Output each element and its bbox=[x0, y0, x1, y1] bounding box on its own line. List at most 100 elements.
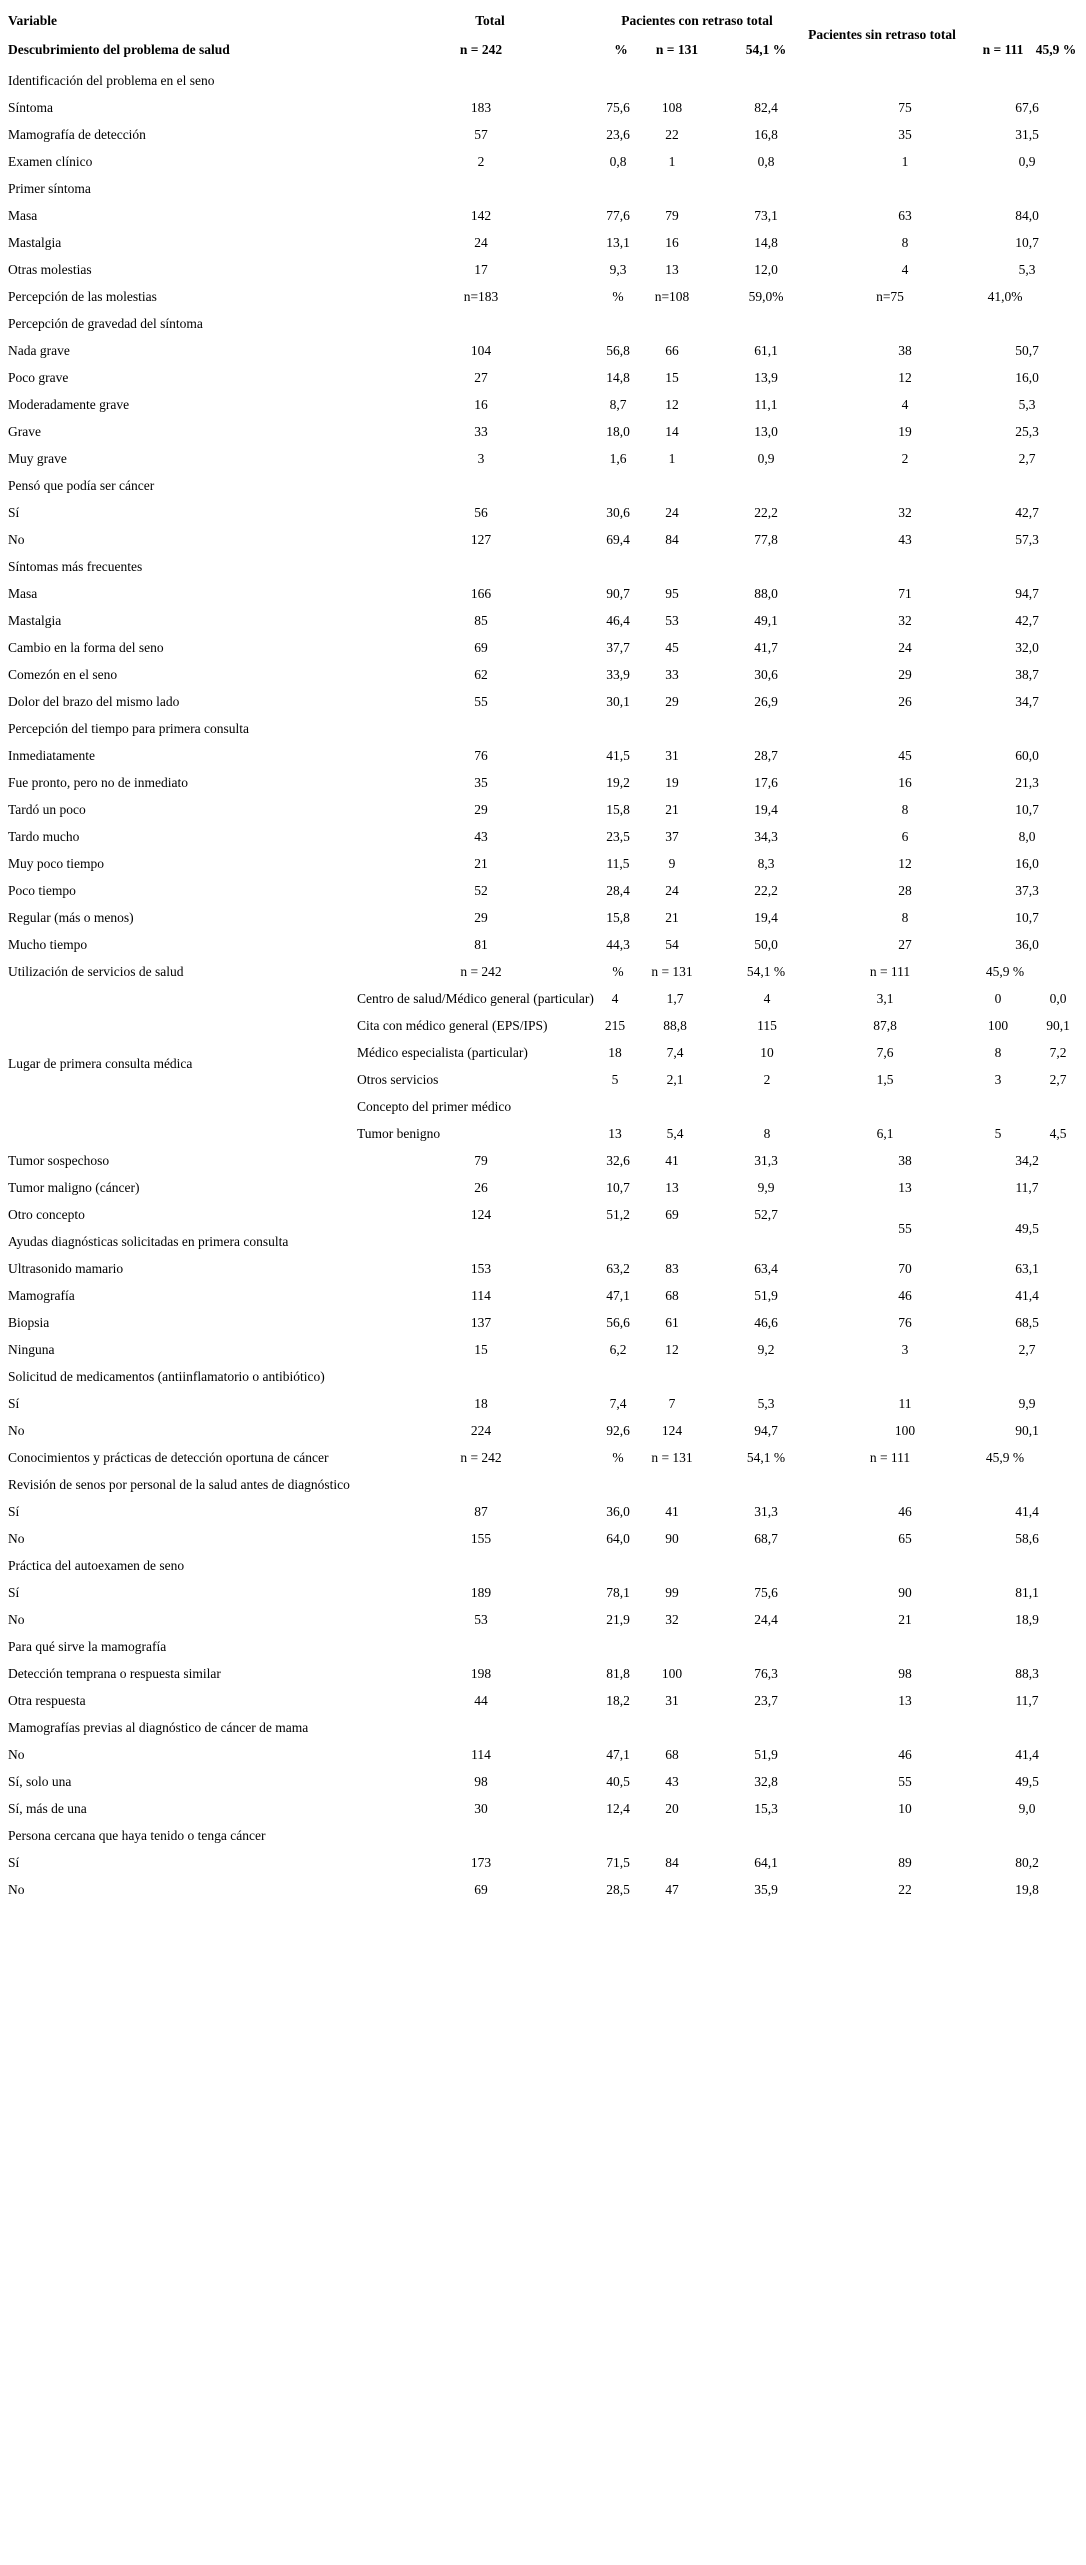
row-value: 99 bbox=[665, 1585, 679, 1600]
sub-row-value: 4 bbox=[763, 991, 771, 1006]
sub-row-value: 100 bbox=[987, 1018, 1009, 1033]
row-value: 67,6 bbox=[1015, 100, 1039, 115]
row-value: 54,1 % bbox=[746, 1450, 786, 1465]
row-value: 88,0 bbox=[754, 586, 778, 601]
header-pct-sin-retraso: 45,9 % bbox=[1035, 42, 1077, 57]
row-value: 10 bbox=[898, 1801, 912, 1816]
row-value: 44 bbox=[474, 1693, 488, 1708]
section-label: Primer síntoma bbox=[8, 181, 91, 196]
row-value: 13,1 bbox=[606, 235, 630, 250]
row-value: 9,2 bbox=[757, 1342, 775, 1357]
row-value: 46,4 bbox=[606, 613, 630, 628]
row-value: 6,2 bbox=[609, 1342, 627, 1357]
row-value: 137 bbox=[470, 1315, 492, 1330]
row-value: 183 bbox=[470, 100, 492, 115]
row-value: 75,6 bbox=[754, 1585, 778, 1600]
row-value: 56,6 bbox=[606, 1315, 630, 1330]
row-value: 44,3 bbox=[606, 937, 630, 952]
row-value: 33 bbox=[665, 667, 679, 682]
row-label: Sí bbox=[8, 1504, 20, 1519]
row-value: 21,3 bbox=[1015, 775, 1039, 790]
row-value: 38,7 bbox=[1015, 667, 1039, 682]
row-value: 76 bbox=[898, 1315, 912, 1330]
row-label: Utilización de servicios de salud bbox=[8, 964, 184, 979]
row-value: 13,9 bbox=[754, 370, 778, 385]
row-value: 28,5 bbox=[606, 1882, 630, 1897]
row-value: 4 bbox=[901, 397, 909, 412]
row-value: 90 bbox=[665, 1531, 679, 1546]
row-value: 32 bbox=[898, 505, 912, 520]
row-label: Mastalgia bbox=[8, 235, 62, 250]
row-value: 92,6 bbox=[606, 1423, 630, 1438]
row-value: 55 bbox=[474, 694, 488, 709]
row-value: 45 bbox=[665, 640, 679, 655]
row-value: 49,5 bbox=[1015, 1774, 1039, 1789]
row-value: 81,1 bbox=[1015, 1585, 1039, 1600]
row-value: 153 bbox=[470, 1261, 492, 1276]
row-value: 84 bbox=[665, 532, 679, 547]
row-value: 8 bbox=[901, 235, 909, 250]
row-value: 83 bbox=[665, 1261, 679, 1276]
row-value: 28,7 bbox=[754, 748, 778, 763]
sub-row-label: Cita con médico general (EPS/IPS) bbox=[357, 1018, 548, 1033]
row-value: n=75 bbox=[876, 289, 904, 304]
row-label: No bbox=[8, 532, 25, 547]
row-value: 16,0 bbox=[1015, 370, 1039, 385]
row-value: 41,4 bbox=[1015, 1747, 1039, 1762]
row-value: n=108 bbox=[654, 289, 690, 304]
row-value: n = 111 bbox=[869, 964, 911, 979]
row-label: Masa bbox=[8, 586, 38, 601]
sub-row-value: 88,8 bbox=[663, 1018, 687, 1033]
section-label: Solicitud de medicamentos (antiinflamato… bbox=[8, 1369, 325, 1384]
row-value: 43 bbox=[898, 532, 912, 547]
row-value: 108 bbox=[661, 100, 683, 115]
row-value: 114 bbox=[471, 1288, 491, 1303]
row-value: 13 bbox=[665, 262, 679, 277]
row-label: Sí, solo una bbox=[8, 1774, 72, 1789]
row-value: 54,1 % bbox=[746, 964, 786, 979]
row-value: 42,7 bbox=[1015, 505, 1039, 520]
row-value: 124 bbox=[661, 1423, 683, 1438]
row-value: 53 bbox=[665, 613, 679, 628]
row-label: Sí bbox=[8, 1396, 20, 1411]
row-label: No bbox=[8, 1423, 25, 1438]
sub-row-label: Médico especialista (particular) bbox=[357, 1045, 528, 1060]
row-label: Biopsia bbox=[8, 1315, 50, 1330]
row-value: 30,6 bbox=[606, 505, 630, 520]
row-value: 41,0% bbox=[987, 289, 1023, 304]
row-value: 27 bbox=[474, 370, 488, 385]
row-value: 38 bbox=[898, 343, 912, 358]
row-value: 53 bbox=[474, 1612, 488, 1627]
row-value: 21 bbox=[898, 1612, 912, 1627]
row-value: 18,0 bbox=[606, 424, 630, 439]
row-label: Ultrasonido mamario bbox=[8, 1261, 124, 1276]
row-value: 76,3 bbox=[754, 1666, 778, 1681]
row-value: 1 bbox=[668, 451, 676, 466]
row-value: 19 bbox=[665, 775, 679, 790]
sub-row-label: Otros servicios bbox=[357, 1072, 439, 1087]
row-value: 27 bbox=[898, 937, 912, 952]
row-value: % bbox=[612, 1450, 624, 1465]
row-value: 41,5 bbox=[606, 748, 630, 763]
section-label: Persona cercana que haya tenido o tenga … bbox=[8, 1828, 266, 1843]
row-value: 90 bbox=[898, 1585, 912, 1600]
row-value: 81 bbox=[474, 937, 488, 952]
row-label: Sí bbox=[8, 505, 20, 520]
sub-row-value: 10 bbox=[760, 1045, 774, 1060]
row-value: 155 bbox=[470, 1531, 492, 1546]
row-label-float: Lugar de primera consulta médica bbox=[8, 1056, 193, 1071]
row-value: 9,9 bbox=[757, 1180, 775, 1195]
row-value: 37,7 bbox=[606, 640, 630, 655]
row-value: 32,8 bbox=[754, 1774, 778, 1789]
row-value: 26 bbox=[898, 694, 912, 709]
row-value: 12 bbox=[898, 370, 912, 385]
row-label: Inmediatamente bbox=[8, 748, 95, 763]
row-value: 43 bbox=[474, 829, 488, 844]
row-value: 31 bbox=[665, 748, 679, 763]
row-value: 88,3 bbox=[1015, 1666, 1039, 1681]
sub-row-value: 2,1 bbox=[666, 1072, 684, 1087]
row-value: 35,9 bbox=[754, 1882, 778, 1897]
row-label: Sí, más de una bbox=[8, 1801, 87, 1816]
row-value: 22,2 bbox=[754, 883, 778, 898]
